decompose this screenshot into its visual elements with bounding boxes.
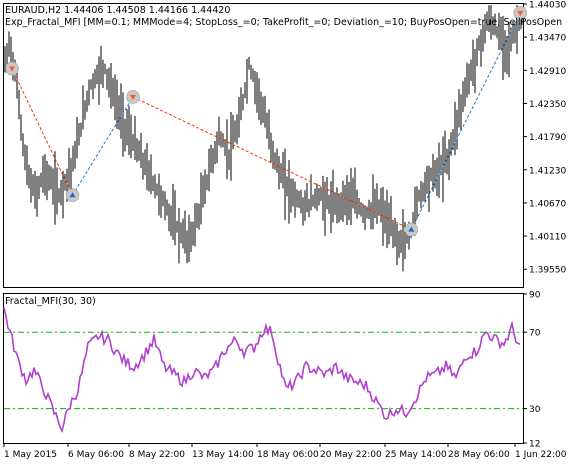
indicator-tick-label: 90 [529,291,541,301]
buy-arrow-icon [69,192,76,198]
buy-arrow-icon [408,226,415,232]
expert-advisor-info: Exp_Fractal_MFI [MM=0.1; MMMode=4; StopL… [5,17,562,28]
price-tick-label: 1.41230 [529,166,566,176]
time-tick-label: 28 May 06:00 [448,450,510,460]
indicator-label: Fractal_MFI(30, 30) [5,296,96,307]
candlestick-series [4,5,522,272]
price-tick-label: 1.40670 [529,199,566,209]
time-tick-label: 6 May 06:00 [68,450,124,460]
time-tick-label: 18 May 06:00 [257,450,319,460]
price-axis: 1.44030 1.43470 1.42910 1.42350 1.41790 1.412… [523,1,566,276]
price-tick-label: 1.44030 [529,1,566,11]
buy-marker [65,188,80,203]
sell-marker [513,6,528,20]
indicator-tick-label: 70 [529,329,541,339]
sell-arrow-icon [9,66,15,72]
price-tick-label: 1.43470 [529,34,566,44]
sell-arrow-icon [130,94,136,100]
indicator-pane[interactable] [3,293,524,444]
price-tick-label: 1.42910 [529,67,566,77]
mfi-line [3,307,521,434]
sell-arrow-icon [517,10,524,16]
indicator-levels [4,331,523,410]
time-tick-label: 20 May 22:00 [320,450,382,460]
time-tick-label: 25 May 14:00 [385,450,447,460]
time-tick-label: 8 May 22:00 [129,450,185,460]
indicator-tick-label: 12 [529,440,540,450]
indicator-tick-label: 30 [529,405,541,415]
time-tick-label: 13 May 14:00 [192,450,254,460]
trade-line [132,96,412,231]
time-tick-label: 1 Jun 22:00 [515,450,567,460]
time-tick-label: 1 May 2015 [4,450,57,460]
trade-markers [5,6,528,237]
price-pane[interactable] [3,3,524,288]
symbol-info: EURAUD,H2 1.44406 1.44508 1.44166 1.4442… [5,5,230,16]
sell-marker [5,61,19,76]
trade-line [72,96,134,196]
trade-lines [11,12,521,231]
trade-line [410,12,521,230]
indicator-axis: 90 70 30 12 [523,291,541,450]
trade-line [11,68,73,196]
sell-marker [126,90,140,104]
buy-marker [404,222,419,237]
price-tick-label: 1.39550 [529,266,566,276]
mfi-series-line [3,307,521,434]
price-tick-label: 1.40110 [529,233,566,243]
price-tick-label: 1.42350 [529,100,566,110]
price-tick-label: 1.41790 [529,133,566,143]
time-axis: 1 May 2015 6 May 06:00 8 May 22:00 13 May 1… [3,443,567,460]
